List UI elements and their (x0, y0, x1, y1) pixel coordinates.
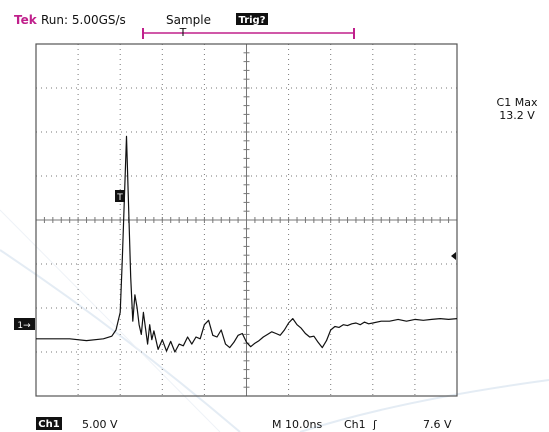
ch1-waveform (36, 135, 458, 353)
trigger-level-marker (115, 190, 125, 202)
volts-per-div: 5.00 V (82, 418, 118, 431)
trigger-position-marker: T (179, 26, 187, 39)
trigger-state: Trig? (238, 15, 265, 26)
graticule (35, 43, 458, 397)
graticule-border (35, 43, 458, 397)
trigger-level-arrow-icon (451, 252, 456, 260)
channel-ground-marker (14, 318, 35, 330)
trigger-source: Ch1 (344, 418, 366, 431)
run-status: Run: 5.00GS/s (41, 13, 126, 27)
timebase: M 10.0ns (272, 418, 322, 431)
channel-ground-marker-label: 1→ (17, 321, 31, 331)
trigger-state-badge (236, 13, 268, 25)
brand-label: Tek (14, 13, 38, 27)
channel-badge (36, 417, 62, 430)
trigger-level: 7.6 V (423, 418, 452, 431)
measurement-value: 13.2 V (499, 109, 535, 122)
acquisition-mode: Sample (166, 13, 211, 27)
trigger-position-bar (142, 28, 355, 39)
trigger-level-marker-label: T (116, 193, 123, 203)
trigger-slope-icon: ʃ (372, 418, 377, 431)
measurement-label: C1 Max (497, 96, 538, 109)
channel-badge-label: Ch1 (38, 419, 59, 430)
